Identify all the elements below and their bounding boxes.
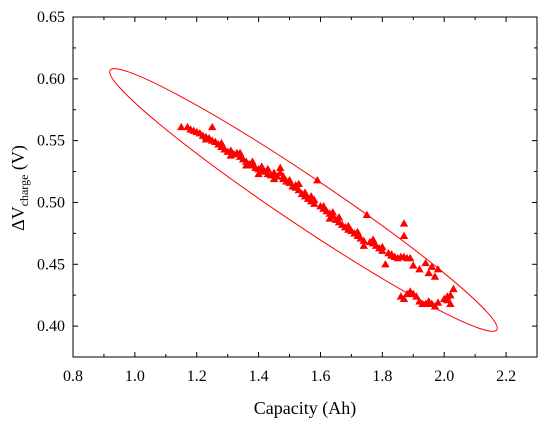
x-tick-label: 1.2 bbox=[187, 368, 207, 385]
data-point-triangle bbox=[279, 172, 288, 180]
data-point-triangle bbox=[294, 179, 304, 188]
data-point-triangle bbox=[446, 299, 455, 307]
data-point-triangle bbox=[399, 294, 409, 303]
x-tick-label: 1.4 bbox=[249, 368, 269, 385]
x-axis-ticks: 0.8 1.0 1.2 1.4 1.6 1.8 2.0 2.2 bbox=[63, 17, 516, 385]
y-axis-title: ΔVcharge (V) bbox=[8, 145, 31, 231]
data-point-triangle bbox=[226, 151, 235, 159]
data-point-triangle bbox=[405, 253, 415, 262]
plot-content bbox=[109, 68, 498, 332]
plot-frame bbox=[72, 16, 538, 358]
data-point-triangle bbox=[362, 210, 372, 218]
data-point-triangle bbox=[378, 246, 387, 254]
data-point-triangle bbox=[378, 242, 387, 251]
data-point-triangle bbox=[381, 260, 390, 268]
data-point-triangle bbox=[399, 231, 409, 239]
data-point-triangle bbox=[285, 176, 294, 184]
y-tick-label: 0.60 bbox=[37, 71, 65, 88]
y-tick-label: 0.65 bbox=[37, 9, 65, 26]
y-axis-ticks: 0.40 0.45 0.50 0.55 0.60 0.65 bbox=[37, 9, 537, 335]
data-point-triangle bbox=[449, 284, 458, 293]
x-axis-title: Capacity (Ah) bbox=[254, 398, 356, 419]
data-point-triangle bbox=[217, 138, 226, 147]
x-tick-label: 1.6 bbox=[310, 368, 330, 385]
data-point-triangle bbox=[359, 236, 368, 244]
data-point-triangle bbox=[359, 241, 368, 249]
data-point-triangle bbox=[424, 268, 433, 277]
data-point-triangle bbox=[310, 195, 319, 204]
data-point-triangle bbox=[276, 163, 285, 171]
data-point-triangle bbox=[263, 164, 273, 173]
data-point-triangle bbox=[368, 235, 378, 243]
data-point-triangle bbox=[242, 161, 251, 169]
data-point-triangle bbox=[235, 148, 245, 157]
data-point-triangle bbox=[306, 192, 316, 200]
data-point-triangle bbox=[412, 292, 421, 300]
data-point-triangle bbox=[399, 219, 409, 227]
x-tick-label: 1.8 bbox=[372, 368, 392, 385]
y-tick-label: 0.45 bbox=[37, 256, 65, 273]
data-point-triangle bbox=[177, 122, 186, 131]
data-point-triangle bbox=[208, 122, 217, 131]
data-point-triangle bbox=[415, 265, 424, 273]
data-point-triangle bbox=[433, 265, 443, 273]
x-tick-label: 1.0 bbox=[125, 368, 145, 385]
y-tick-label: 0.55 bbox=[37, 133, 65, 150]
data-point-triangle bbox=[257, 162, 266, 170]
data-point-triangle bbox=[328, 208, 338, 216]
data-point-triangle bbox=[201, 135, 211, 143]
data-point-triangle bbox=[443, 292, 452, 300]
y-axis-title-unit: (V) bbox=[8, 145, 29, 175]
data-point-triangle bbox=[433, 298, 443, 306]
data-point-triangle bbox=[310, 199, 319, 207]
data-point-triangle bbox=[254, 169, 263, 178]
y-axis-title-main: ΔV bbox=[8, 206, 28, 231]
data-point-triangle bbox=[430, 302, 440, 310]
y-tick-label: 0.50 bbox=[37, 194, 65, 211]
data-point-triangle bbox=[300, 188, 310, 196]
data-point-triangle bbox=[269, 174, 279, 183]
data-point-triangle bbox=[344, 221, 353, 230]
x-tick-label: 2.2 bbox=[496, 368, 516, 385]
y-axis-title-subscript: charge bbox=[17, 175, 31, 207]
data-point-triangle bbox=[387, 250, 396, 258]
x-tick-label: 2.0 bbox=[434, 368, 454, 385]
data-point-triangle bbox=[430, 272, 440, 280]
data-point-triangle bbox=[427, 262, 437, 270]
data-point-triangle bbox=[313, 176, 322, 184]
x-tick-label: 0.8 bbox=[63, 368, 83, 385]
y-tick-label: 0.40 bbox=[37, 318, 65, 335]
data-point-triangle bbox=[325, 214, 334, 222]
data-point-triangle bbox=[319, 201, 328, 210]
data-point-triangle bbox=[334, 213, 344, 221]
data-point-triangle bbox=[409, 261, 418, 269]
data-point-triangle bbox=[353, 227, 362, 236]
data-point-triangle bbox=[421, 258, 430, 267]
data-point-triangle bbox=[248, 157, 257, 165]
